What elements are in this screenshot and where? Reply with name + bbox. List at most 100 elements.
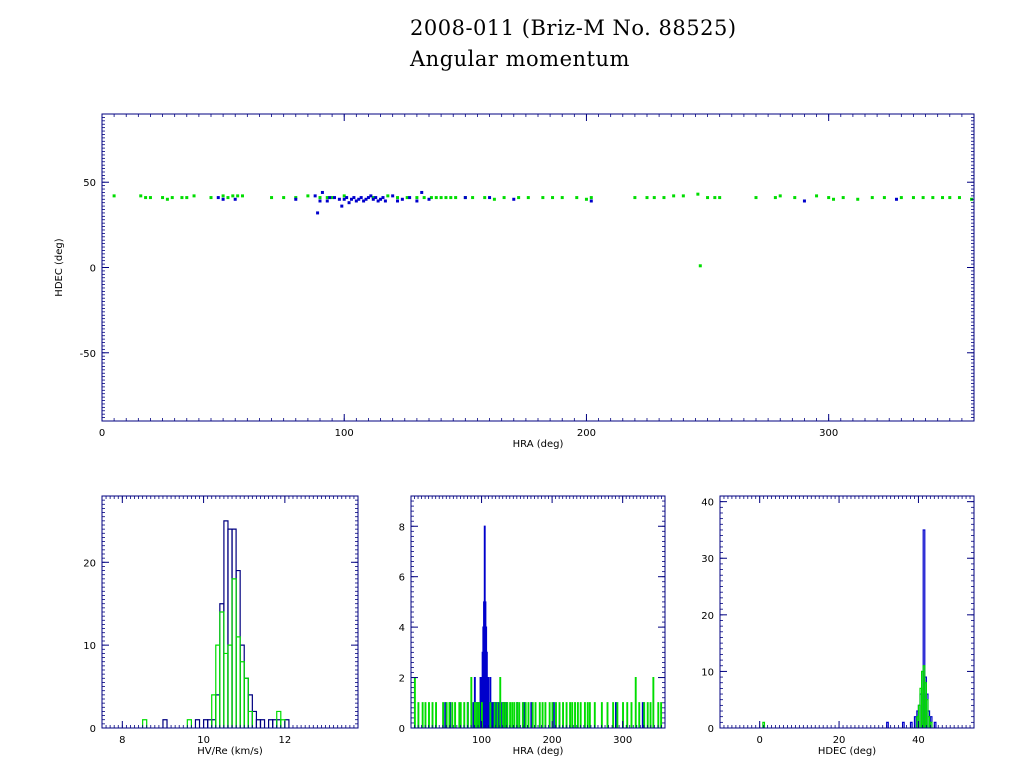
histogram-bar [227,644,233,728]
y-tick-label: 4 [399,623,405,634]
histogram-bar [454,702,457,728]
histogram-bar [622,702,624,728]
scatter-point [313,194,317,198]
histogram-bar [531,702,534,728]
plot-frame [410,495,666,729]
scatter-point [672,194,676,198]
histogram-bar [490,702,493,728]
histogram-bar [442,702,445,728]
histogram-bar [448,702,451,728]
histogram-bar [251,710,258,728]
histogram-bar [472,702,475,728]
histogram-bar [551,702,554,728]
histogram-bar [509,702,512,728]
scatter-point [931,196,935,200]
histogram-bar [227,528,233,728]
scatter-point [337,197,341,201]
scatter-point [488,196,492,200]
scatter-point [294,196,298,200]
scatter-point [349,197,353,201]
scatter-point [185,196,189,200]
histogram-bar [579,702,582,728]
histogram-bar [194,719,201,728]
histogram-bar [215,644,221,728]
histogram-bar [516,702,519,728]
scatter-panel: 0 100 200 300 -50 0 50 HRA (deg) HDEC (deg) [54,113,975,450]
y-tick-label: 2 [399,674,405,685]
x-axis-label: HRA (deg) [513,439,564,450]
scatter-point [170,196,174,200]
scatter-point [396,196,400,200]
y-tick-label: 20 [701,611,714,622]
y-tick-label: 20 [83,558,96,569]
scatter-point [352,196,356,200]
scatter-point [333,196,337,200]
histogram-bar [534,702,537,728]
histogram-bar [626,702,629,728]
histogram-bar [435,702,437,728]
histogram-bar [268,719,274,728]
scatter-point [773,196,777,200]
y-tick-label: 0 [708,724,714,735]
scatter-point [328,196,332,200]
scatter-point [325,199,329,203]
scatter-point [233,197,237,201]
scatter-point [369,194,373,198]
scatter-point [306,194,310,198]
histogram-bar [569,702,572,728]
histogram-bar [424,702,427,728]
histogram-bar [142,719,148,728]
histogram-bar [523,702,526,728]
histogram-bar [445,702,448,728]
scatter-point [383,199,387,203]
scatter-point [318,196,322,200]
x-tick-label: 200 [577,428,596,439]
scatter-point [652,196,656,200]
scatter-point [870,196,874,200]
y-tick-label: 6 [399,573,405,584]
scatter-point [454,196,458,200]
histogram-bar [925,699,929,728]
x-tick-label: 300 [819,428,838,439]
histogram-bar [583,702,586,728]
histogram-bar [492,702,495,728]
histogram-bar [235,569,241,728]
scatter-point [483,196,487,200]
scatter-point [236,194,240,198]
scatter-point [415,199,419,203]
scatter-point [841,196,845,200]
histogram-bar [652,676,655,728]
histogram-bar [612,702,615,728]
histogram-bar [497,702,500,728]
scatter-point [354,199,358,203]
scatter-point [180,196,184,200]
histogram-bar [231,528,237,728]
histogram-bar [646,702,649,728]
scatter-point [316,211,320,215]
histogram-bar [493,702,496,728]
scatter-point [541,196,545,200]
histogram-bar [413,676,416,728]
histogram-bar [606,702,609,728]
scatter-point [899,196,903,200]
histogram-bar [588,702,591,728]
scatter-point [345,196,349,200]
scatter-point [144,196,148,200]
histogram-bar [562,702,564,728]
scatter-point [340,204,344,208]
scatter-point [347,201,351,205]
histogram-bar [451,702,454,728]
histogram-bar [538,702,541,728]
scatter-point [408,196,412,200]
scatter-point [270,196,274,200]
scatter-point [948,196,952,200]
scatter-point [282,196,286,200]
histogram-bar [600,702,603,728]
histogram-bar [574,702,576,728]
scatter-point [427,197,431,201]
histogram-bar [215,694,221,728]
histogram-bar [634,676,637,728]
scatter-point [240,194,244,198]
scatter-point [832,197,836,201]
